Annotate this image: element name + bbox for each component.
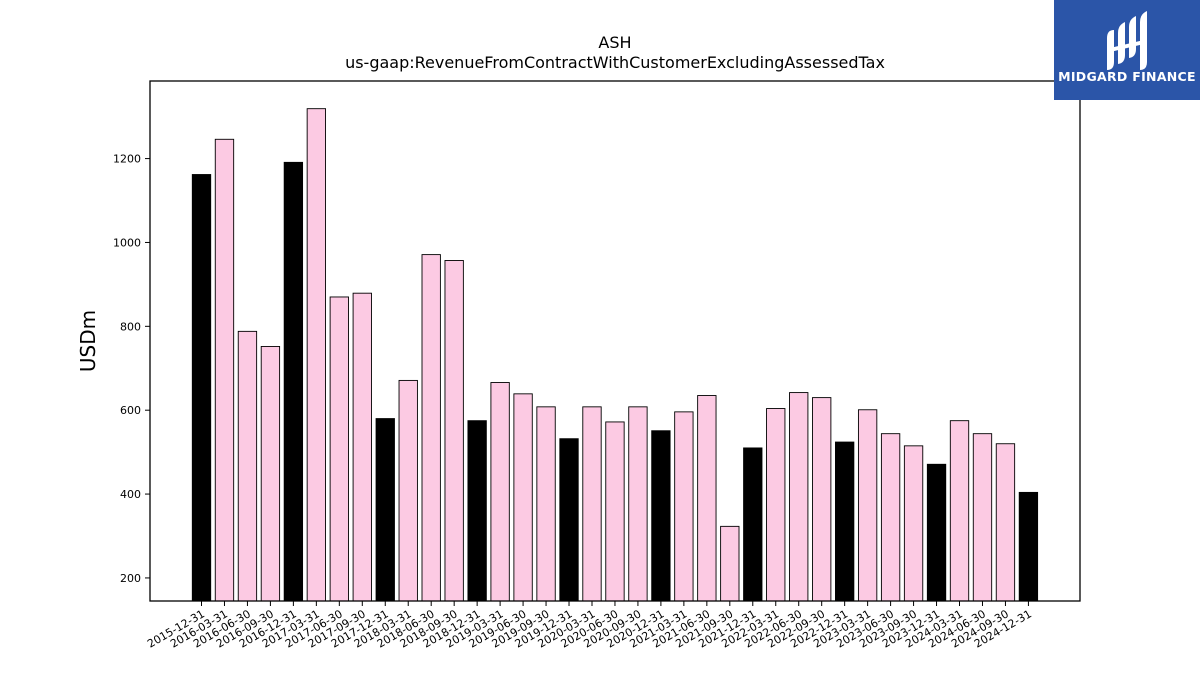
bar-2017-06-30 [329, 296, 349, 602]
y-tick-label: 1000 [113, 236, 141, 249]
bar-2020-12-31 [651, 430, 671, 602]
bar-2022-09-30 [812, 397, 832, 602]
bar-2020-09-30 [628, 406, 648, 602]
bar-2021-06-30 [697, 395, 717, 602]
y-axis: 200 400 600 800 1000 1200 [113, 153, 150, 585]
bar-2023-06-30 [880, 433, 901, 602]
bar-2024-06-30 [972, 433, 993, 602]
y-tick-label: 400 [120, 488, 141, 501]
y-axis-label: USDm [76, 310, 100, 372]
bar-2021-12-31 [743, 447, 763, 602]
bar-2020-06-30 [605, 421, 625, 602]
bar-2019-09-30 [536, 406, 556, 602]
bar-2024-12-31 [1018, 491, 1039, 602]
bar-2016-03-31 [214, 138, 235, 602]
bar-2018-03-31 [398, 379, 418, 602]
bar-2019-06-30 [513, 393, 533, 602]
y-tick-label: 1200 [113, 153, 141, 166]
bar-2023-09-30 [903, 445, 924, 602]
brand-logo: MIDGARD FINANCE [1054, 0, 1200, 100]
y-tick-label: 800 [120, 320, 141, 333]
bar-2015-12-31 [191, 174, 212, 602]
bar-2016-06-30 [237, 330, 258, 602]
bars-group [191, 108, 1039, 602]
bar-2019-12-31 [559, 438, 579, 602]
bar-2018-06-30 [421, 254, 441, 602]
bar-2017-03-31 [306, 108, 326, 602]
bar-2022-03-31 [766, 408, 786, 602]
bar-2022-06-30 [789, 392, 809, 602]
bar-2016-12-31 [283, 161, 304, 602]
bar-2021-09-30 [720, 525, 740, 602]
bar-2023-03-31 [857, 409, 878, 602]
bar-2017-09-30 [352, 292, 372, 602]
bar-2024-09-30 [995, 443, 1016, 602]
bar-2021-03-31 [674, 411, 694, 602]
logo-background [1054, 0, 1200, 100]
bar-2016-09-30 [260, 346, 281, 602]
x-axis: 2015-12-312016-03-312016-06-302016-09-30… [145, 601, 1034, 651]
y-tick-label: 600 [120, 404, 141, 417]
bar-2023-12-31 [926, 463, 947, 602]
bar-2019-03-31 [490, 382, 510, 602]
chart-subtitle: us-gaap:RevenueFromContractWithCustomerE… [345, 53, 885, 72]
logo-text: MIDGARD FINANCE [1058, 69, 1196, 84]
bar-2018-12-31 [467, 420, 487, 602]
chart-title: ASH [598, 33, 631, 52]
bar-2017-12-31 [375, 418, 395, 602]
plot-frame [149, 80, 1081, 602]
bar-2024-03-31 [949, 420, 970, 602]
y-tick-label: 200 [120, 572, 141, 585]
bar-2018-09-30 [444, 260, 464, 602]
bar-2020-03-31 [582, 406, 602, 602]
bar-2022-12-31 [835, 441, 855, 602]
logo-mark-icon [1107, 11, 1147, 70]
